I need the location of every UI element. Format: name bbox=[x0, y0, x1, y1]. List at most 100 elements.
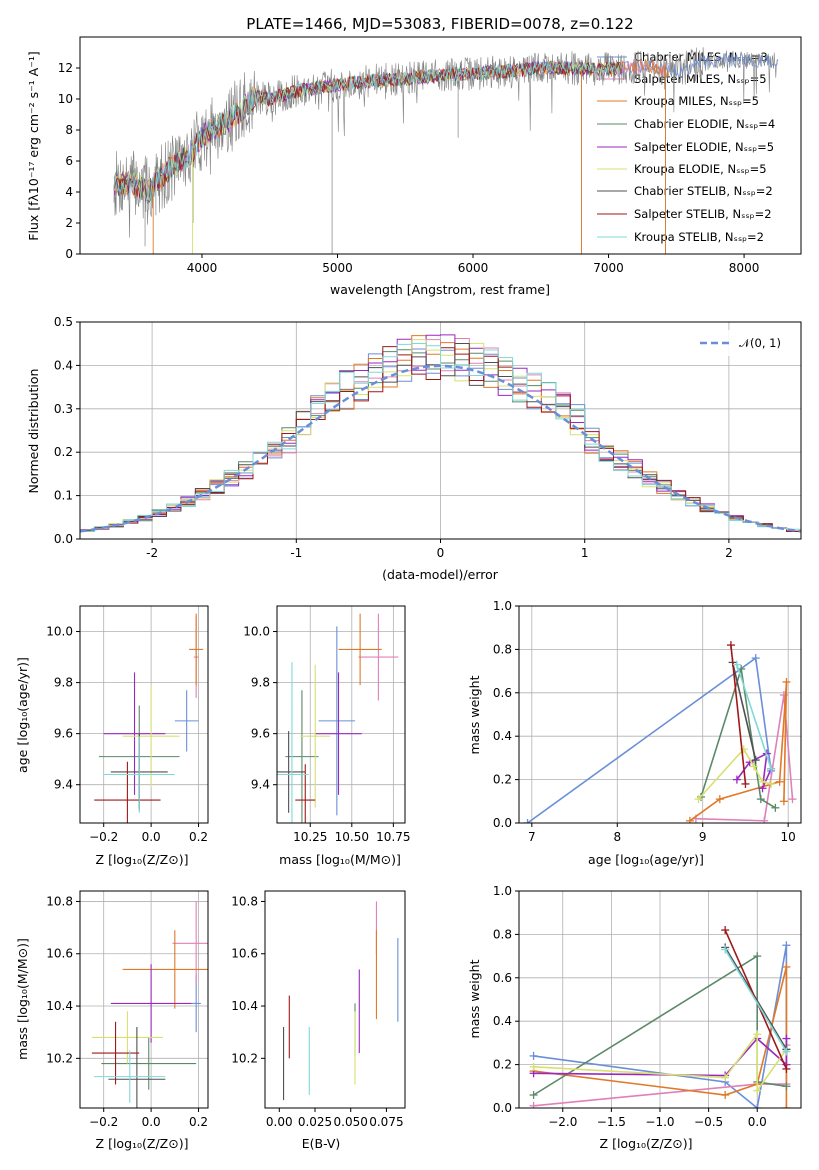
residuals-plot-area bbox=[80, 334, 801, 534]
y-tick-label: 9.8 bbox=[54, 676, 73, 690]
legend-label: Chabrier ELODIE, Nₛₛₚ=4 bbox=[634, 117, 775, 131]
y-tick-label: 10.4 bbox=[231, 999, 258, 1013]
x-tick-label: 7000 bbox=[593, 261, 624, 275]
massZ-xlabel: Z [log₁₀(Z/Z⊙)] bbox=[96, 1136, 189, 1151]
legend-label: Chabrier STELIB, Nₛₛₚ=2 bbox=[634, 184, 773, 198]
y-tick-label: 0.4 bbox=[493, 729, 512, 743]
weight_age-plot-area bbox=[523, 641, 797, 823]
ageMass-xlabel: mass [log₁₀(M/M⊙)] bbox=[279, 852, 401, 867]
axes-frame bbox=[264, 890, 406, 1109]
weight-line-kroupa-miles bbox=[689, 681, 788, 822]
y-tick-label: 0.2 bbox=[493, 773, 512, 787]
weightZ-xlabel: Z [log₁₀(Z/Z⊙)] bbox=[600, 1136, 693, 1151]
weightAge-xlabel: age [log₁₀(age/yr)] bbox=[588, 852, 704, 867]
x-tick-label: 10.50 bbox=[335, 830, 369, 844]
y-tick-label: 9.6 bbox=[251, 727, 270, 741]
y-tick-label: 10 bbox=[58, 92, 73, 106]
age-vs-metallicity-panel: Z [log₁₀(Z/Z⊙)] age [log₁₀(age/yr)] −0.2… bbox=[15, 605, 209, 867]
x-tick-label: 4000 bbox=[187, 261, 218, 275]
y-tick-label: 10.6 bbox=[231, 947, 258, 961]
spectrum-panel: PLATE=1466, MJD=53083, FIBERID=0078, z=0… bbox=[26, 15, 802, 297]
axes-frame bbox=[518, 605, 802, 824]
legend-entry-kroupa-elodie: Kroupa ELODIE, Nₛₛₚ=5 bbox=[597, 162, 767, 176]
weight-line-chabrier-stelib bbox=[731, 662, 757, 761]
y-tick-label: 0.2 bbox=[493, 1058, 512, 1072]
y-tick-label: 10.2 bbox=[46, 1051, 73, 1065]
x-tick-label: 0.025 bbox=[298, 1115, 332, 1129]
x-tick-label: 0.2 bbox=[189, 830, 208, 844]
y-tick-label: 0.2 bbox=[54, 445, 73, 459]
legend-entry-chabrier-stelib: Chabrier STELIB, Nₛₛₚ=2 bbox=[597, 184, 773, 198]
legend-entry-salpeter-elodie: Salpeter ELODIE, Nₛₛₚ=5 bbox=[597, 140, 774, 154]
x-tick-label: 8 bbox=[613, 830, 621, 844]
x-tick-label: −1.0 bbox=[645, 1115, 674, 1129]
weightAge-ylabel: mass weight bbox=[467, 675, 482, 754]
y-tick-label: 0.4 bbox=[493, 1014, 512, 1028]
y-tick-label: 10.8 bbox=[46, 894, 73, 908]
mass_Z-plot-area bbox=[91, 901, 208, 1108]
axes-frame bbox=[79, 890, 209, 1109]
y-tick-label: 0.0 bbox=[493, 816, 512, 830]
axes-frame bbox=[276, 605, 406, 824]
y-tick-label: 2 bbox=[65, 216, 73, 230]
x-tick-label: 0.0 bbox=[142, 830, 161, 844]
x-tick-label: 0.050 bbox=[334, 1115, 368, 1129]
legend-label: Salpeter ELODIE, Nₛₛₚ=5 bbox=[634, 140, 774, 154]
weight_Z-plot-area bbox=[529, 926, 791, 1108]
y-tick-label: 10.0 bbox=[46, 625, 73, 639]
x-tick-label: 0.0 bbox=[748, 1115, 767, 1129]
weight-line-chabrier-elodie bbox=[533, 954, 787, 1096]
legend-entry-salpeter-stelib: Salpeter STELIB, Nₛₛₚ=2 bbox=[597, 207, 772, 221]
x-tick-label: 8000 bbox=[729, 261, 760, 275]
y-tick-label: 0.1 bbox=[54, 489, 73, 503]
legend-entry-kroupa-miles: Kroupa MILES, Nₛₛₚ=5 bbox=[597, 94, 759, 108]
spectrum-legend: Chabrier MILES, Nₛₛₚ=3 Salpeter MILES, N… bbox=[597, 50, 775, 244]
x-tick-label: 6000 bbox=[458, 261, 489, 275]
normal-curve bbox=[80, 364, 801, 533]
legend-entry-kroupa-stelib: Kroupa STELIB, Nₛₛₚ=2 bbox=[597, 230, 764, 244]
y-tick-label: 0.4 bbox=[54, 358, 73, 372]
weight-line-chabrier-elodie bbox=[700, 668, 776, 809]
massZ-ylabel: mass [log₁₀(M/M⊙)] bbox=[15, 938, 30, 1060]
weight-line-salpeter-miles bbox=[695, 694, 794, 822]
model-spectrum-kroupa-stelib bbox=[113, 60, 622, 202]
y-tick-label: 0.3 bbox=[54, 402, 73, 416]
y-tick-label: 0.0 bbox=[493, 1101, 512, 1115]
y-tick-label: 10.8 bbox=[231, 894, 258, 908]
y-tick-label: 10.0 bbox=[243, 625, 270, 639]
y-tick-label: 1.0 bbox=[493, 599, 512, 613]
x-tick-label: −1.5 bbox=[597, 1115, 626, 1129]
x-tick-label: −0.2 bbox=[89, 830, 118, 844]
weight-line-salpeter-stelib bbox=[730, 645, 747, 784]
y-tick-label: 10.2 bbox=[231, 1051, 258, 1065]
weight-line-kroupa-stelib bbox=[736, 664, 772, 770]
x-tick-label: 1 bbox=[581, 546, 589, 560]
x-tick-label: 2 bbox=[725, 546, 733, 560]
observed-spectrum bbox=[113, 47, 779, 238]
x-tick-label: -1 bbox=[290, 546, 302, 560]
y-tick-label: 12 bbox=[58, 61, 73, 75]
x-tick-label: −2.0 bbox=[548, 1115, 577, 1129]
spectrum-title: PLATE=1466, MJD=53083, FIBERID=0078, z=0… bbox=[246, 15, 633, 33]
legend-entry-chabrier-elodie: Chabrier ELODIE, Nₛₛₚ=4 bbox=[597, 117, 775, 131]
y-tick-label: 0.8 bbox=[493, 642, 512, 656]
y-tick-label: 9.4 bbox=[54, 778, 73, 792]
x-tick-label: 10 bbox=[781, 830, 796, 844]
y-tick-label: 9.8 bbox=[251, 676, 270, 690]
y-tick-label: 0.5 bbox=[54, 315, 73, 329]
legend-entry-salpeter-miles: Salpeter MILES, Nₛₛₚ=5 bbox=[597, 72, 767, 86]
residuals-xlabel: (data-model)/error bbox=[382, 567, 499, 582]
y-tick-label: 0.6 bbox=[493, 686, 512, 700]
weight-vs-age-panel: age [log₁₀(age/yr)] mass weight 7 8 9 10 0.0… bbox=[467, 599, 802, 867]
x-tick-label: -2 bbox=[146, 546, 158, 560]
x-tick-label: 0.2 bbox=[189, 1115, 208, 1129]
histogram-kroupa-stelib bbox=[80, 343, 801, 534]
x-tick-label: 0.00 bbox=[266, 1115, 293, 1129]
x-tick-label: 0.0 bbox=[142, 1115, 161, 1129]
y-tick-label: 9.6 bbox=[54, 727, 73, 741]
residuals-legend: 𝒩(0, 1) bbox=[692, 330, 794, 356]
axes-frame bbox=[79, 605, 209, 824]
y-tick-label: 1.0 bbox=[493, 884, 512, 898]
mass_EBV-plot-area bbox=[283, 901, 399, 1101]
